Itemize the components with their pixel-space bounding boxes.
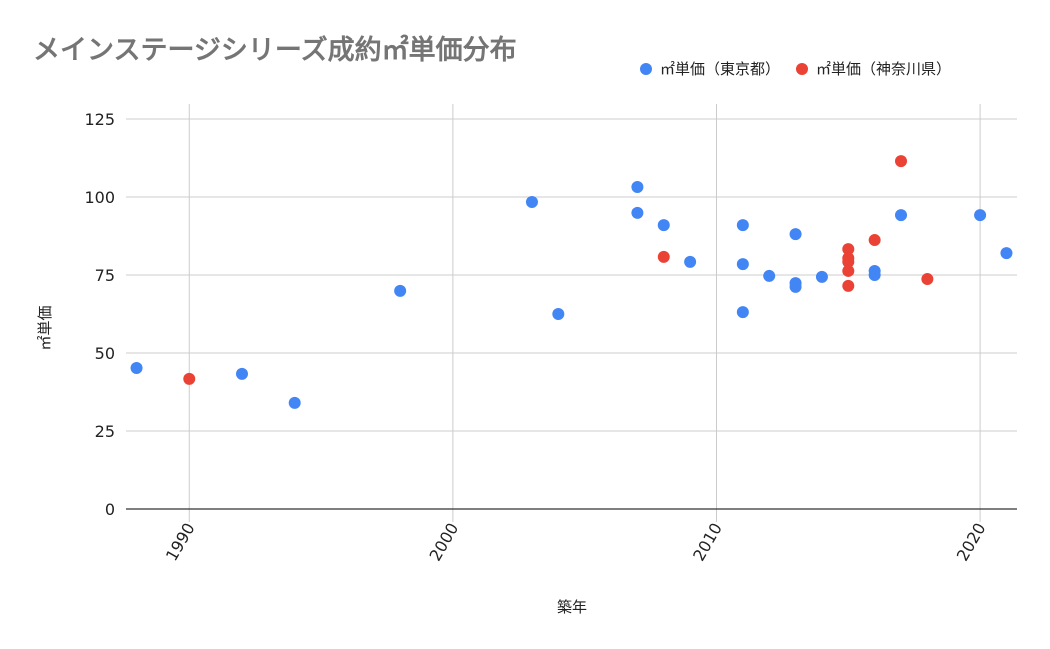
x-tick-label: 2010 — [689, 520, 726, 565]
data-point-tokyo[interactable] — [394, 284, 407, 297]
data-point-tokyo[interactable] — [130, 361, 143, 374]
data-point-tokyo[interactable] — [657, 219, 670, 232]
y-tick-label: 125 — [84, 110, 115, 129]
legend-marker-tokyo-icon — [640, 62, 652, 75]
y-tick-label: 0 — [105, 500, 115, 519]
data-point-tokyo[interactable] — [631, 206, 644, 219]
data-points — [130, 155, 1013, 409]
data-point-tokyo[interactable] — [736, 219, 749, 232]
data-point-tokyo[interactable] — [789, 228, 802, 241]
data-point-kanagawa[interactable] — [842, 264, 855, 277]
data-point-tokyo[interactable] — [1000, 247, 1013, 260]
legend-label-kanagawa: ㎡単価（神奈川県） — [816, 60, 952, 78]
y-tick-label: 75 — [95, 266, 115, 285]
data-point-tokyo[interactable] — [868, 269, 881, 281]
y-tick-label: 100 — [84, 188, 115, 207]
data-point-tokyo[interactable] — [736, 306, 749, 319]
x-tick-label: 1990 — [162, 520, 199, 565]
y-tick-label: 50 — [95, 344, 115, 363]
data-point-tokyo[interactable] — [552, 308, 565, 320]
data-point-tokyo[interactable] — [763, 269, 776, 282]
data-point-tokyo[interactable] — [288, 396, 301, 409]
data-point-kanagawa[interactable] — [895, 155, 908, 168]
data-point-tokyo[interactable] — [895, 209, 908, 222]
data-point-kanagawa[interactable] — [842, 243, 855, 256]
data-point-kanagawa[interactable] — [657, 250, 670, 263]
data-point-tokyo[interactable] — [789, 280, 802, 293]
y-axis-ticks: 0 25 50 75 100 125 — [84, 110, 115, 519]
data-point-kanagawa[interactable] — [183, 372, 196, 385]
data-point-kanagawa[interactable] — [842, 279, 855, 292]
data-point-tokyo[interactable] — [974, 209, 987, 222]
legend-marker-kanagawa-icon — [796, 62, 809, 75]
x-tick-label: 2020 — [953, 520, 990, 565]
data-point-tokyo[interactable] — [235, 367, 248, 380]
y-tick-label: 25 — [95, 422, 115, 441]
x-tick-label: 2000 — [426, 520, 463, 565]
data-point-kanagawa[interactable] — [921, 273, 934, 286]
legend-item-tokyo[interactable]: ㎡単価（東京都） — [640, 58, 780, 79]
x-axis-ticks: 1990 2000 2010 2020 — [162, 520, 990, 565]
legend: ㎡単価（東京都） ㎡単価（神奈川県） — [640, 58, 967, 79]
legend-item-kanagawa[interactable]: ㎡単価（神奈川県） — [796, 58, 951, 79]
x-axis-title: 築年 — [557, 598, 587, 616]
data-point-kanagawa[interactable] — [868, 234, 881, 247]
data-point-tokyo[interactable] — [815, 270, 828, 283]
gridlines — [126, 104, 1017, 522]
data-point-tokyo[interactable] — [525, 195, 538, 208]
data-point-tokyo[interactable] — [684, 255, 697, 268]
legend-label-tokyo: ㎡単価（東京都） — [660, 60, 781, 78]
chart-title: メインステージシリーズ成約㎡単価分布 — [33, 35, 517, 66]
y-axis-title: ㎡単価 — [36, 305, 54, 350]
data-point-kanagawa[interactable] — [842, 255, 855, 268]
data-point-tokyo[interactable] — [631, 181, 644, 194]
data-point-tokyo[interactable] — [736, 258, 749, 271]
